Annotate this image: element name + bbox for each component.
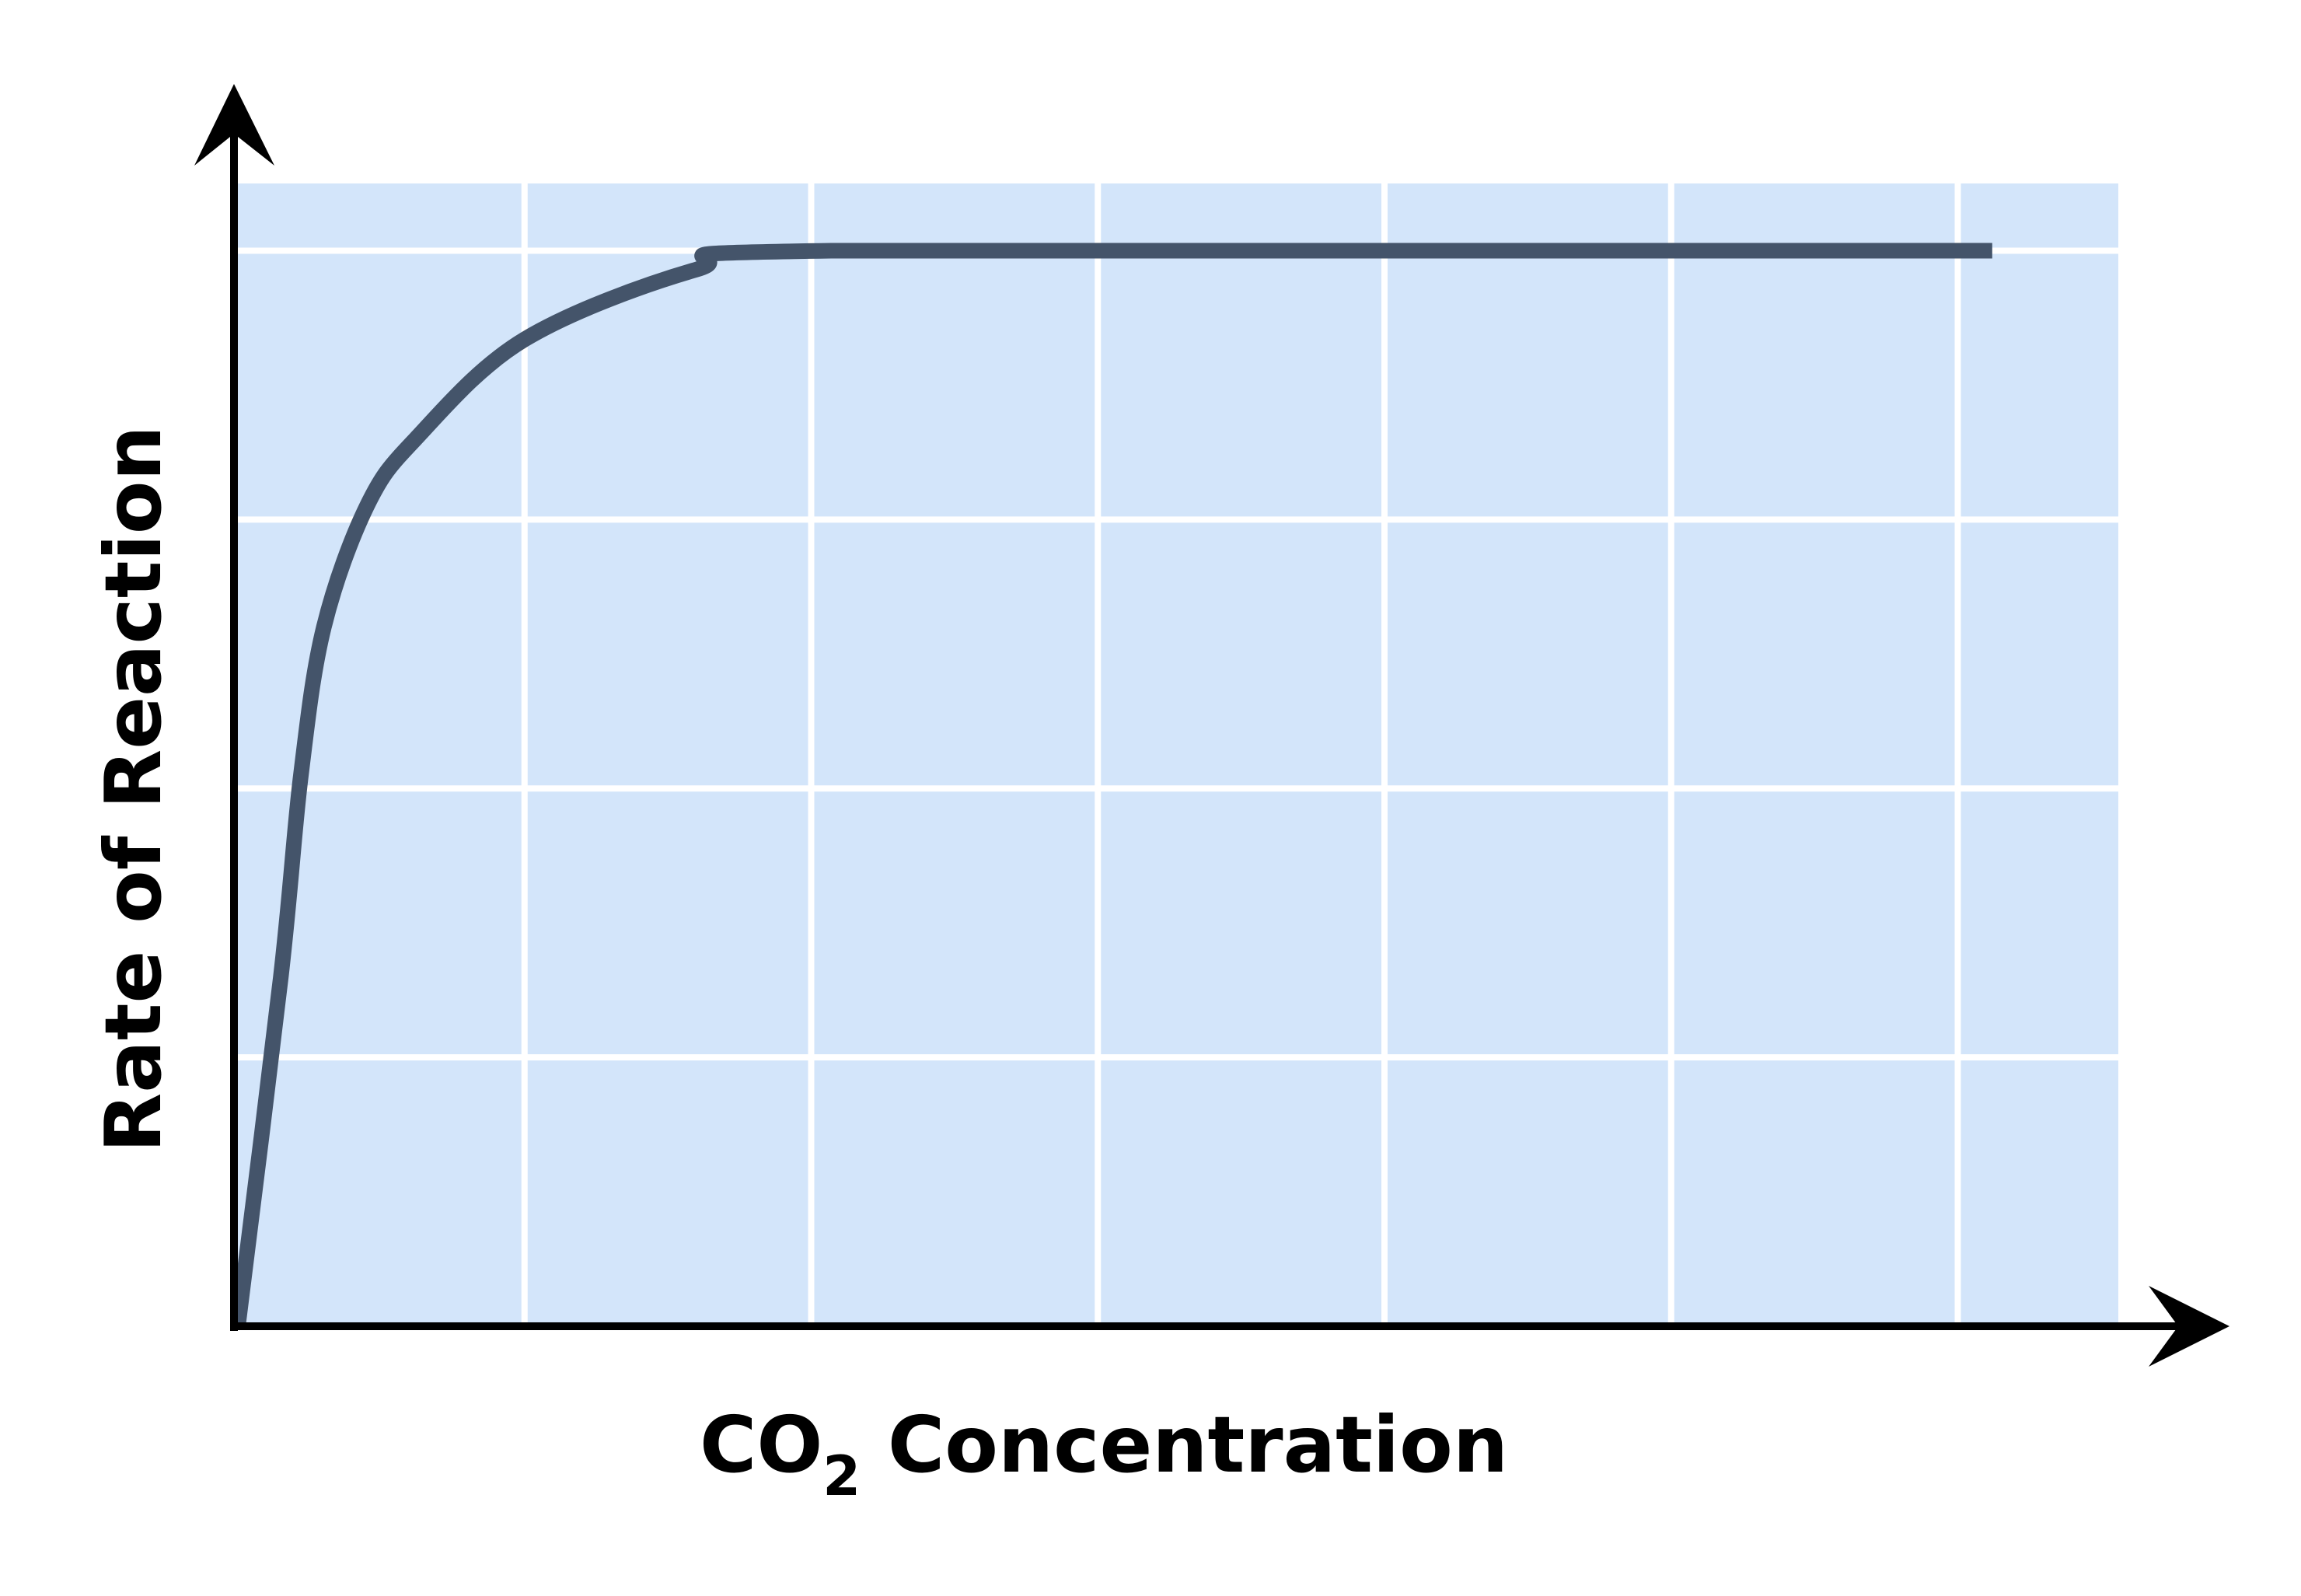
axes <box>194 84 2229 1367</box>
y-axis-arrowhead <box>194 84 274 166</box>
plot-area <box>238 183 2118 1326</box>
x-axis-title: CO2 Concentration <box>700 1399 1508 1508</box>
x-axis-title-prefix: CO <box>700 1399 822 1490</box>
x-axis-arrowhead <box>2149 1286 2229 1367</box>
y-axis-title: Rate of Reaction <box>88 425 179 1153</box>
x-axis-title-subscript: 2 <box>822 1444 861 1508</box>
data-line <box>230 243 1992 1328</box>
x-axis-title-suffix: Concentration <box>861 1399 1508 1490</box>
